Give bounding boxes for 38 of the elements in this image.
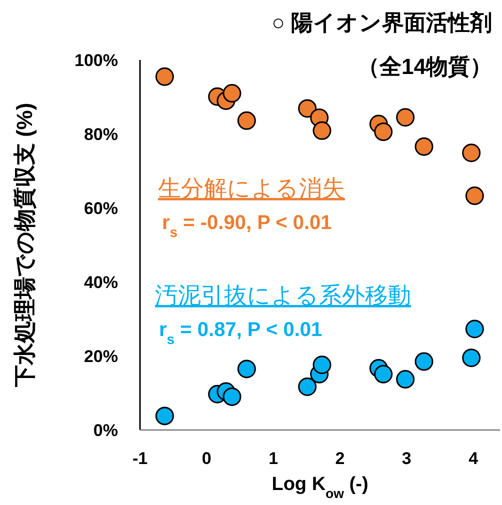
- point: [222, 84, 242, 103]
- point: [237, 360, 256, 378]
- y-tick-label: 40%: [84, 273, 118, 292]
- chart-subtitle: （全14物質）: [358, 54, 492, 79]
- x-tick-label: 0: [202, 449, 212, 468]
- point: [374, 364, 393, 384]
- point: [396, 108, 415, 127]
- point: [414, 137, 434, 156]
- point: [237, 111, 256, 130]
- y-tick-label: 0%: [93, 421, 118, 440]
- y-tick-label: 80%: [84, 125, 118, 144]
- point: [414, 352, 434, 371]
- point: [462, 144, 481, 162]
- point: [465, 320, 484, 338]
- point: [396, 370, 415, 389]
- point: [374, 122, 393, 142]
- point: [298, 377, 317, 396]
- point: [312, 121, 332, 140]
- annotation: r$_{s}$ = -0.90, P < 0.01: [162, 212, 332, 240]
- annotation: r$_{s}$ = 0.87, P < 0.01: [159, 319, 322, 347]
- point: [155, 406, 174, 426]
- point: [312, 356, 332, 374]
- x-tick-label: 1: [268, 449, 278, 468]
- x-tick-label: -1: [132, 449, 148, 468]
- y-tick-label: 100%: [74, 51, 118, 70]
- point: [155, 67, 174, 86]
- y-tick-label: 20%: [84, 347, 118, 366]
- x-tick-label: 2: [335, 449, 345, 468]
- point: [462, 348, 481, 368]
- x-axis-title: Log K$_{ow}$ (-): [272, 474, 368, 500]
- point: [465, 186, 484, 206]
- point: [222, 387, 242, 406]
- y-tick-label: 60%: [84, 199, 118, 218]
- y-axis-title: 下水処理場での物質収支 (%): [12, 102, 37, 388]
- x-tick-label: 3: [402, 449, 412, 468]
- chart-title: ○ 陽イオン界面活性剤: [272, 10, 492, 35]
- x-tick-label: 4: [468, 449, 479, 468]
- point: [298, 99, 317, 118]
